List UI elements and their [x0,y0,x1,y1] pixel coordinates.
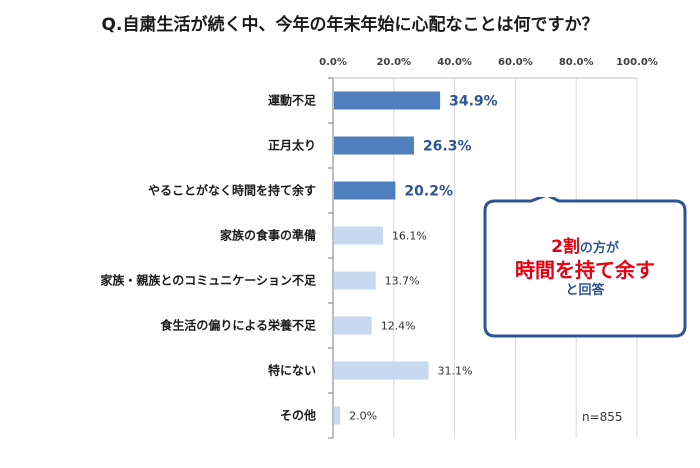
data-label: 34.9% [449,94,498,110]
bar [334,271,376,290]
category-label: 特にない [268,363,316,378]
x-tick-label: 60.0% [498,57,533,68]
data-label: 13.7% [385,275,420,288]
x-tick-label: 0.0% [319,57,347,68]
bar [334,91,441,110]
x-tick-label: 80.0% [559,57,594,68]
bar [334,361,429,380]
category-label: 食生活の偏りによる栄養不足 [159,318,316,333]
callout-line1: の方が [579,241,619,256]
callout-line2: 時間を持て余す [515,258,655,283]
callout-text: 2割の方が 時間を持て余す と回答 [489,237,681,300]
bar [334,226,383,245]
x-tick-label: 20.0% [376,57,411,68]
category-label: 正月太り [268,138,316,153]
bar [334,136,414,155]
category-label: その他 [280,408,316,423]
data-label: 20.2% [404,184,453,200]
callout-highlight: 2割 [551,237,580,257]
x-tick-label: 100.0% [616,57,658,68]
data-label: 2.0% [349,410,377,423]
data-label: 12.4% [381,320,416,333]
data-label: 16.1% [392,230,427,243]
sample-size-note: n=855 [582,410,623,424]
bar [334,406,341,425]
callout-bubble [483,197,687,338]
chart-title: Q.自粛生活が続く中、今年の年末年始に心配なことは何ですか？ [101,15,599,35]
bar [334,316,372,335]
category-label: 運動不足 [268,93,316,108]
callout-line3: と回答 [565,283,605,299]
category-label: 家族の食事の準備 [220,228,316,243]
x-tick-label: 40.0% [437,57,472,68]
callout-box: 2割の方が 時間を持て余す と回答 [481,197,689,340]
category-label: やることがなく時間を持て余す [148,183,316,198]
data-label: 26.3% [423,139,472,155]
data-label: 31.1% [438,365,473,378]
category-label: 家族・親族とのコミュニケーション不足 [100,273,316,288]
bar [334,181,396,200]
